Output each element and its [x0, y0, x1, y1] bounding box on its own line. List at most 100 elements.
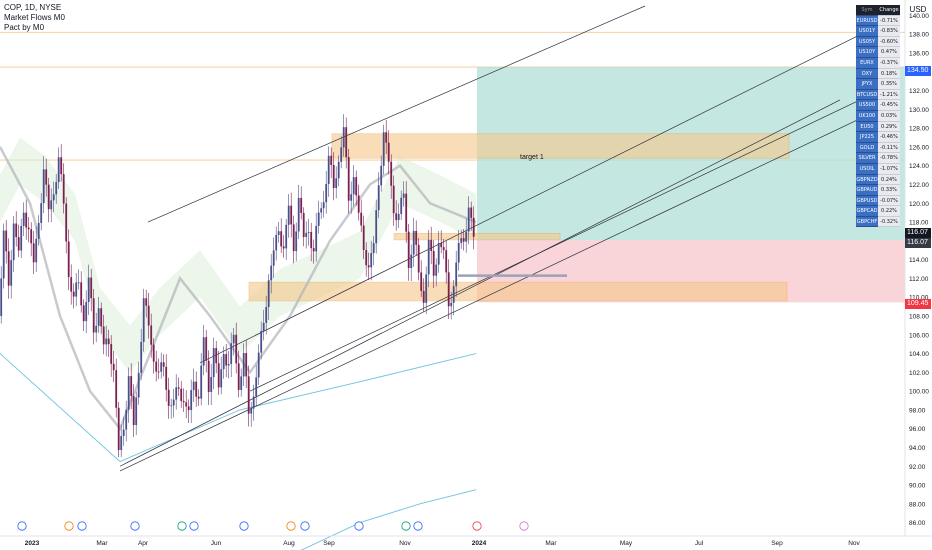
trendlines-layer	[0, 5, 881, 550]
watchlist-change: -0.46%	[878, 132, 900, 143]
watchlist-symbol: GBPUSD	[856, 195, 878, 207]
watchlist-symbol: DXY	[856, 68, 878, 80]
candle-body	[415, 230, 418, 245]
candle-body	[435, 264, 438, 276]
candle-body	[327, 155, 330, 184]
watchlist-change: -0.07%	[878, 195, 900, 207]
candle-body	[202, 337, 205, 366]
candle-body	[42, 169, 45, 204]
candle-body	[422, 290, 425, 303]
currency-label[interactable]: USD	[909, 5, 927, 14]
candle-body	[177, 387, 180, 389]
candle-body	[417, 244, 420, 273]
watchlist-symbol: GBPAUD	[856, 185, 878, 196]
watchlist-row[interactable]: SILVER -0.78%	[856, 153, 900, 164]
indicator-market-flows[interactable]: Market Flows M0	[4, 13, 65, 22]
candle-body	[25, 212, 28, 228]
event-marker-icon	[354, 521, 364, 531]
candle-body	[270, 265, 273, 281]
y-tick-label: 140.00	[909, 13, 929, 20]
candle-body	[77, 282, 80, 284]
watchlist-row[interactable]: GOLD -0.11%	[856, 142, 900, 154]
candle-body	[32, 243, 35, 263]
event-marker-icon	[413, 521, 423, 531]
candle-body	[332, 165, 335, 189]
candle-body	[312, 248, 315, 252]
watchlist-row[interactable]: GBPUSD -0.07%	[856, 195, 900, 207]
watchlist-row[interactable]: GBPNZD 0.24%	[856, 174, 900, 186]
candle-body	[352, 177, 355, 195]
watchlist-symbol: US05Y	[856, 36, 878, 48]
x-tick-label: Mar	[96, 540, 108, 547]
candle-body	[355, 177, 358, 196]
candle-body	[247, 376, 250, 414]
candle-body	[192, 381, 195, 391]
watchlist-row[interactable]: USOIL -1.07%	[856, 163, 900, 175]
candle-body	[152, 344, 155, 362]
watchlist-table[interactable]: Sym Change % EURUSD-0.71%US01Y-0.83%US05…	[856, 5, 900, 228]
candle-body	[445, 250, 448, 273]
demand-zone	[248, 281, 788, 302]
candle-body	[85, 302, 88, 322]
candle-body	[52, 194, 55, 201]
watchlist-row[interactable]: GBPCAD 0.22%	[856, 206, 900, 217]
watchlist-row[interactable]: US01Y -0.83%	[856, 26, 900, 37]
event-marker-icon	[239, 521, 249, 531]
candle-body	[65, 203, 68, 242]
event-marker-icon	[64, 521, 74, 531]
indicator-pact[interactable]: Pact by M0	[4, 23, 45, 32]
watchlist-row[interactable]: EURX -0.37%	[856, 57, 900, 69]
candle-body	[337, 161, 340, 179]
watchlist-header-change: Change %	[878, 5, 900, 24]
candle-body	[40, 203, 43, 223]
candle-body	[325, 183, 328, 203]
watchlist-row[interactable]: EURUSD -0.71%	[856, 15, 900, 27]
watchlist-symbol: GBPCAD	[856, 206, 878, 217]
candle-body	[210, 377, 213, 393]
symbol-title[interactable]: COP, 1D, NYSE	[4, 3, 62, 12]
watchlist-header-symbol: Sym	[856, 5, 878, 16]
smoothed-average-line	[0, 146, 477, 432]
watchlist-row[interactable]: JPYX 0.35%	[856, 79, 900, 90]
watchlist-row[interactable]: BTCUSD -1.21%	[856, 89, 900, 101]
watchlist-row[interactable]: UK100 0.03%	[856, 110, 900, 122]
y-tick-label: 102.00	[909, 370, 929, 377]
candle-body	[277, 231, 280, 236]
candle-body	[160, 362, 163, 372]
watchlist-row[interactable]: US10Y 0.47%	[856, 47, 900, 58]
watchlist-symbol: US500	[856, 100, 878, 111]
candle-body	[257, 352, 260, 378]
watchlist-row[interactable]: JP225 -0.46%	[856, 132, 900, 143]
watchlist-row[interactable]: DXY 0.18%	[856, 68, 900, 80]
y-tick-label: 100.00	[909, 389, 929, 396]
watchlist-change: -0.11%	[878, 142, 900, 154]
candle-body	[122, 429, 125, 436]
candle-body	[215, 348, 218, 364]
watchlist-row[interactable]: GBPCHF -0.32%	[856, 216, 900, 228]
candle-body	[360, 212, 363, 226]
candle-body	[117, 407, 120, 451]
watchlist-row[interactable]: EU50 0.29%	[856, 121, 900, 133]
candle-body	[47, 184, 50, 210]
candle-body	[200, 365, 203, 399]
candle-body	[340, 147, 343, 162]
candle-body	[157, 371, 160, 373]
watchlist-change: 0.03%	[878, 110, 900, 122]
candle-body	[375, 210, 378, 244]
candle-body	[402, 193, 405, 198]
entry-zone	[393, 233, 561, 241]
candle-body	[315, 225, 318, 252]
candle-body	[370, 253, 373, 268]
event-marker-icon	[17, 521, 27, 531]
watchlist-row[interactable]: GBPAUD 0.33%	[856, 185, 900, 196]
candle-body	[227, 364, 230, 366]
x-tick-label: Jul	[695, 540, 704, 547]
candle-body	[185, 402, 188, 407]
candle-body	[230, 343, 233, 365]
y-tick-label: 90.00	[909, 483, 926, 490]
watchlist-row[interactable]: US500 -0.45%	[856, 100, 900, 111]
candle-body	[197, 396, 200, 399]
watchlist-symbol: JPYX	[856, 79, 878, 90]
watchlist-row[interactable]: US05Y -0.60%	[856, 36, 900, 48]
